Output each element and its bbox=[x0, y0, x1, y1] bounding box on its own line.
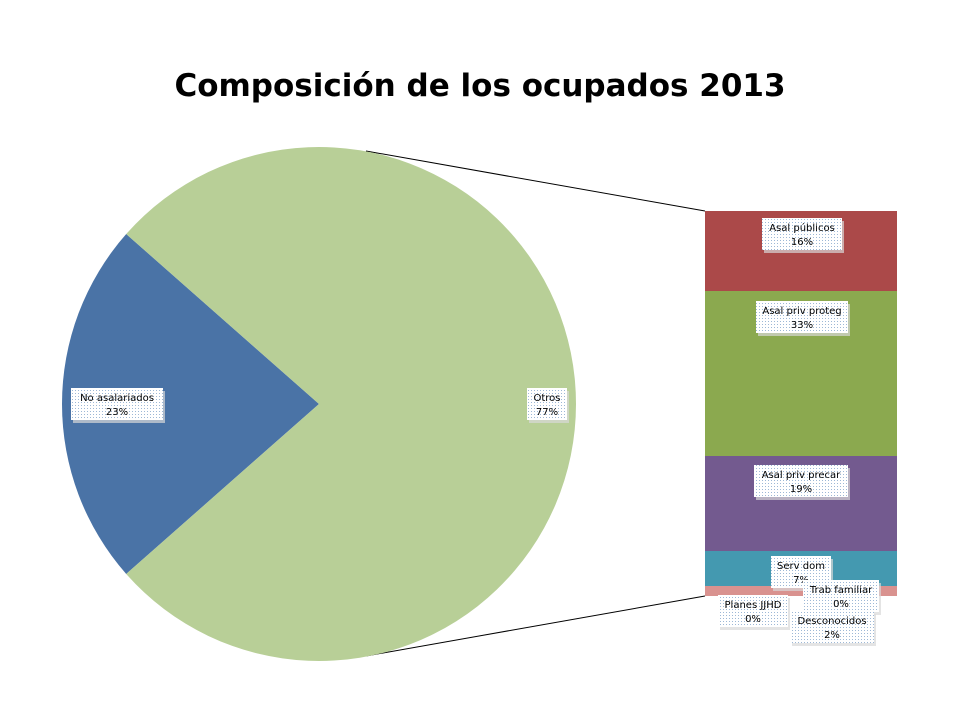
data-label-name: Serv dom bbox=[777, 561, 825, 572]
pie-slice-otros bbox=[126, 147, 576, 662]
data-label-name: Trab familiar bbox=[809, 585, 873, 596]
connector-line-bottom bbox=[365, 595, 706, 657]
chart-title: Composición de los ocupados 2013 bbox=[174, 68, 786, 104]
data-label-value: 2% bbox=[824, 630, 840, 641]
data-label-value: 0% bbox=[745, 614, 761, 625]
data-label-bar-trab-familiar: Trab familiar 0% bbox=[803, 580, 881, 615]
pie-slice-no-asalariados bbox=[61, 234, 320, 574]
data-labels: No asalariados 23% Otros 77% Asal públicos 16… bbox=[71, 218, 881, 646]
data-label-value: 7% bbox=[793, 575, 809, 586]
data-label-bar-asal-publicos: Asal públicos 16% bbox=[762, 218, 844, 253]
data-label-name: Otros bbox=[533, 393, 560, 404]
data-label-bar-desconocidos: Desconocidos 2% bbox=[790, 611, 876, 646]
data-label-value: 16% bbox=[791, 237, 813, 248]
data-label-name: Planes JJHD bbox=[725, 600, 782, 611]
data-label-name: No asalariados bbox=[80, 393, 154, 404]
data-label-pie-no-asalariados: No asalariados 23% bbox=[71, 388, 165, 423]
data-label-value: 23% bbox=[106, 407, 128, 418]
data-label-name: Asal priv precar bbox=[762, 470, 841, 481]
data-label-value: 33% bbox=[791, 320, 813, 331]
connector-lines bbox=[365, 150, 706, 657]
data-label-name: Asal públicos bbox=[769, 222, 835, 234]
data-label-bar-asal-priv-proteg: Asal priv proteg 33% bbox=[756, 301, 850, 336]
data-label-bar-planes-jjhd: Planes JJHD 0% bbox=[718, 595, 790, 630]
stacked-bar bbox=[705, 211, 897, 596]
data-label-value: 19% bbox=[790, 484, 812, 495]
data-label-bar-asal-priv-precar: Asal priv precar 19% bbox=[754, 465, 850, 500]
data-label-name: Desconocidos bbox=[797, 616, 866, 627]
data-label-pie-otros: Otros 77% bbox=[527, 388, 569, 423]
data-label-value: 77% bbox=[536, 407, 558, 418]
pie bbox=[61, 147, 576, 662]
data-label-value: 0% bbox=[833, 599, 849, 610]
connector-line-top bbox=[365, 150, 706, 212]
data-label-name: Asal priv proteg bbox=[762, 306, 841, 317]
